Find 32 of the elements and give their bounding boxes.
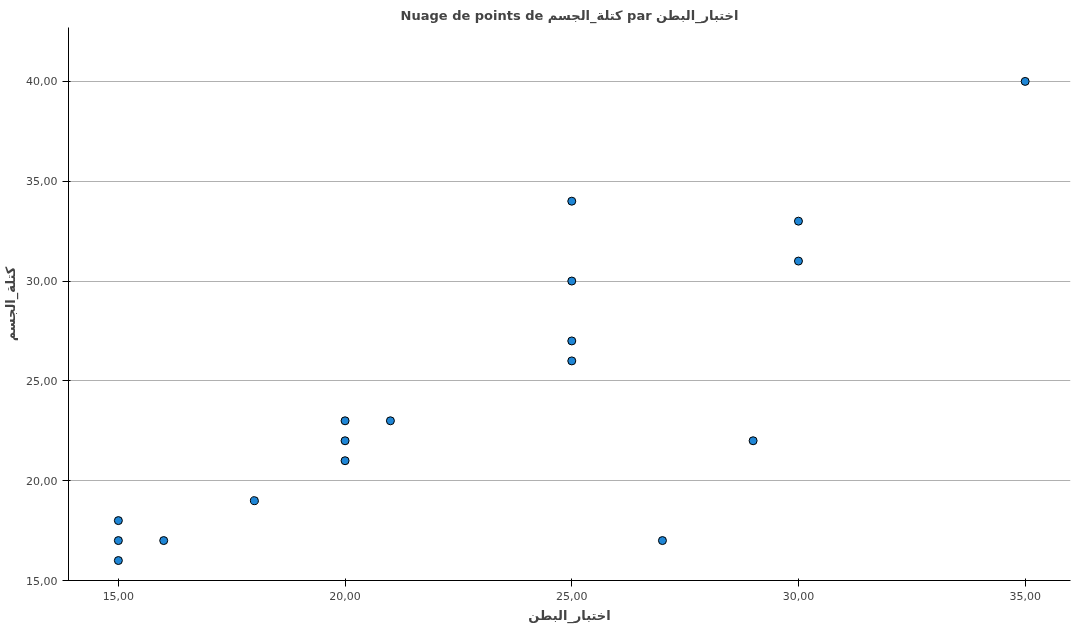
point [385,416,395,426]
point [249,496,259,506]
point [159,536,169,546]
point [567,356,577,366]
point [657,536,667,546]
point [113,536,123,546]
x-tick-label: 25,00 [556,589,588,603]
y-axis-title: كتلة_الجسم [3,266,20,342]
x-tick-label: 35,00 [1009,589,1041,603]
point [748,436,758,446]
x-tick-label: 20,00 [329,589,361,603]
point [340,436,350,446]
y-tick-label: 20,00 [26,474,58,488]
point [113,516,123,526]
x-axis-title: اختبار_البطن [528,607,611,624]
point [567,196,577,206]
y-tick-label: 40,00 [26,75,58,89]
point [113,556,123,566]
y-tick-label: 30,00 [26,275,58,289]
x-tick-label: 15,00 [102,589,135,603]
y-tick-label: 35,00 [26,175,58,189]
point [793,256,803,266]
point [340,416,350,426]
point [567,336,577,346]
point [793,216,803,226]
y-tick-label: 15,00 [26,574,58,588]
point [567,276,577,286]
x-tick-label: 30,00 [782,589,815,603]
chart-title: Nuage de points de كتلة_الجسم par اختبار_البطن [400,7,739,24]
point [340,456,350,466]
point [1020,76,1030,86]
y-tick-label: 25,00 [26,374,58,388]
